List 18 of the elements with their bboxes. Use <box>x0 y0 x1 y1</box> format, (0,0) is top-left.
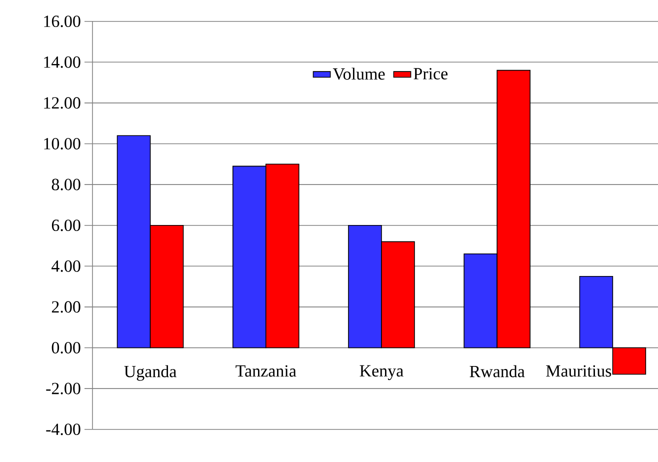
x-tick-label: Tanzania <box>236 365 296 377</box>
y-tick-label: 8.00 <box>52 178 80 190</box>
x-tick-label: Rwanda <box>470 365 525 378</box>
y-tick-label: 4.00 <box>52 260 80 272</box>
y-tick-label: -4.00 <box>46 424 80 436</box>
y-tick-label: 10.00 <box>44 138 80 150</box>
y-tick-label: 12.00 <box>44 97 80 109</box>
y-tick-label: 14.00 <box>44 56 80 68</box>
legend-label: Price <box>414 68 448 80</box>
y-tick-label: 16.00 <box>44 16 80 28</box>
legend-label: Volume <box>332 68 385 80</box>
y-tick-label: 2.00 <box>52 301 80 313</box>
x-tick-label: Uganda <box>124 365 176 381</box>
y-tick-label: 6.00 <box>52 220 80 232</box>
y-tick-label: -2.00 <box>46 382 80 394</box>
y-tick-label: 0.00 <box>52 342 80 354</box>
x-tick-label: Kenya <box>360 365 404 380</box>
x-tick-label: Mauritius <box>546 365 612 377</box>
